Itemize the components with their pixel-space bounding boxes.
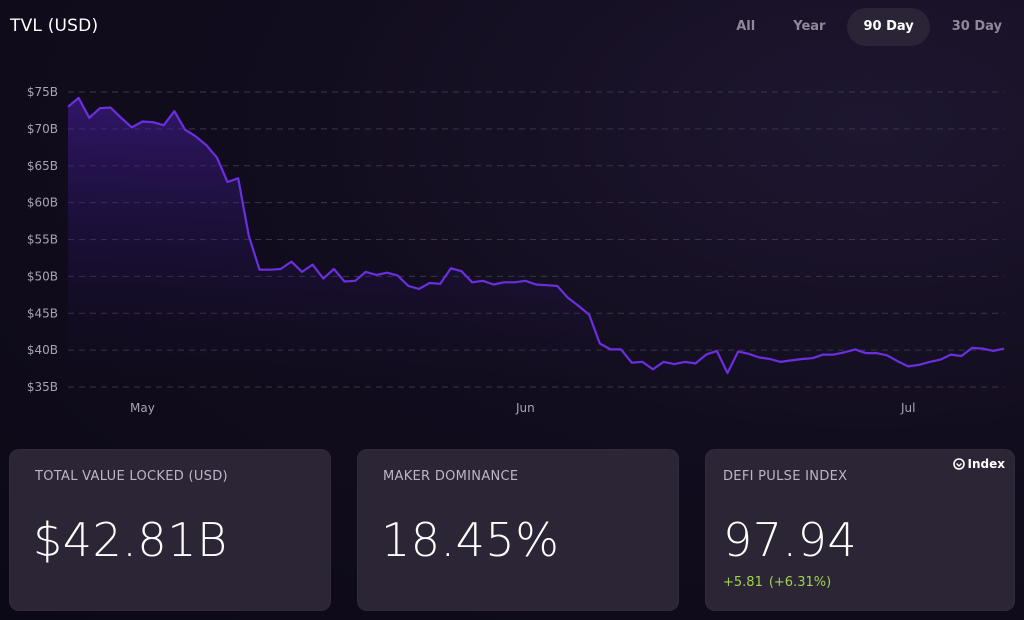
defi-pulse-index-card: Index DEFI PULSE INDEX 97.94 +5.81 (+6.31… (705, 449, 1015, 611)
tab-all[interactable]: All (736, 19, 756, 34)
y-tick-label: $55B (27, 233, 58, 247)
y-tick-label: $35B (27, 380, 58, 394)
range-tabs: All Year 90 Day 30 Day (720, 8, 1018, 46)
tab-90-day[interactable]: 90 Day (847, 8, 930, 46)
maker-dominance-card: MAKER DOMINANCE 18.45% (357, 449, 679, 611)
y-tick-label: $75B (27, 85, 58, 99)
chart-title: TVL (USD) (10, 16, 99, 36)
tvl-line (67, 96, 1005, 375)
tvl-card-value: $42.81B (33, 513, 228, 567)
defi-pulse-index-label: DEFI PULSE INDEX (723, 469, 848, 484)
index-badge[interactable]: Index (952, 457, 1005, 471)
x-tick-label: Jul (900, 401, 915, 415)
maker-dominance-value: 18.45% (381, 513, 560, 567)
x-tick-label: May (130, 401, 155, 415)
tvl-chart: $75B $70B $65B $60B $55B $50B $45B $40B $35B May J… (27, 85, 1005, 415)
y-tick-label: $65B (27, 159, 58, 173)
change-value: +5.81 (723, 575, 763, 590)
index-badge-label: Index (967, 457, 1005, 471)
tvl-card: TOTAL VALUE LOCKED (USD) $42.81B (9, 449, 331, 611)
change-percent: (+6.31%) (768, 575, 832, 590)
maker-dominance-label: MAKER DOMINANCE (383, 469, 519, 484)
y-tick-label: $40B (27, 343, 58, 357)
y-tick-label: $45B (27, 306, 58, 320)
tvl-area (68, 97, 1004, 388)
defi-pulse-index-change: +5.81 (+6.31%) (723, 575, 831, 590)
y-tick-label: $60B (27, 196, 58, 210)
x-tick-label: Jun (515, 401, 535, 415)
y-tick-label: $70B (27, 122, 58, 136)
y-tick-label: $50B (27, 269, 58, 283)
tab-30-day[interactable]: 30 Day (951, 19, 1002, 34)
tab-year[interactable]: Year (793, 19, 826, 34)
index-logo-icon (952, 458, 965, 470)
tvl-card-label: TOTAL VALUE LOCKED (USD) (35, 469, 228, 484)
defi-pulse-index-value: 97.94 (723, 513, 858, 567)
